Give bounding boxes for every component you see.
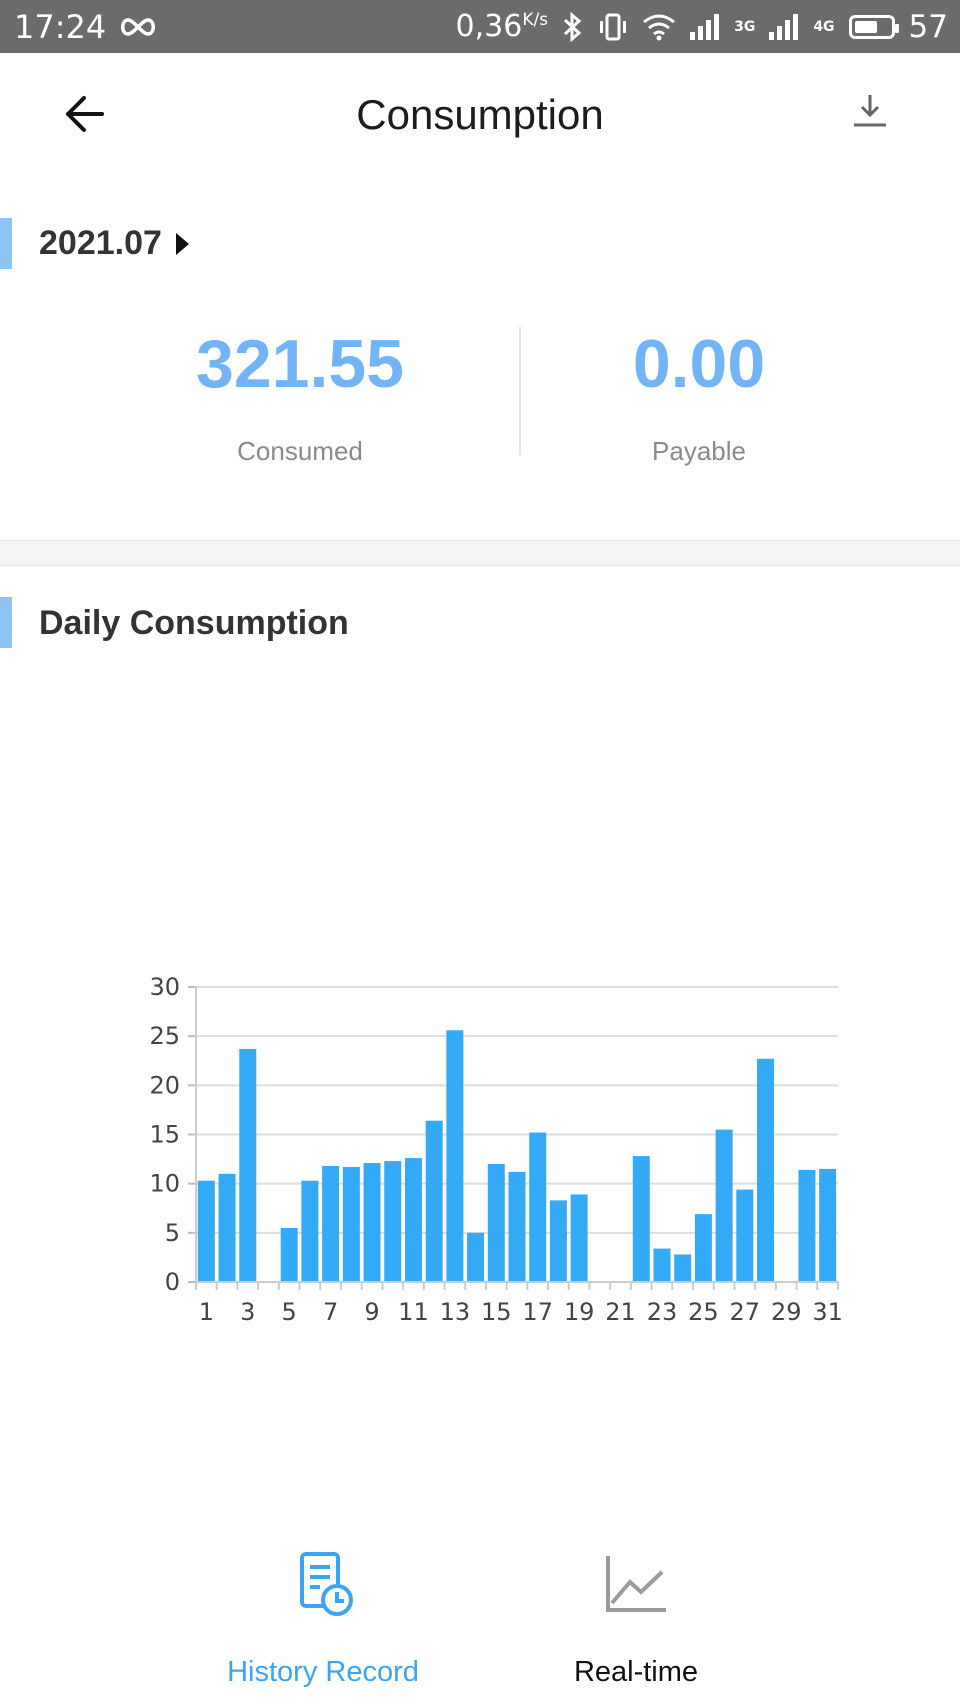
chart-bar	[757, 1058, 775, 1282]
tab-history-record-label: History Record	[227, 1656, 419, 1688]
signal-icon	[690, 13, 720, 40]
section-marker-daily	[0, 597, 12, 648]
chart-bar	[798, 1169, 816, 1282]
x-tick-label: 17	[522, 1298, 553, 1326]
vibrate-icon	[600, 13, 627, 40]
x-tick-label: 13	[440, 1298, 471, 1326]
infinity-icon	[121, 17, 156, 36]
chart-bar	[404, 1158, 422, 1282]
section-marker-month	[0, 218, 12, 269]
month-selector[interactable]: 2021.07	[39, 224, 189, 263]
battery-icon	[848, 14, 899, 39]
chart-bar	[694, 1214, 712, 1282]
x-tick-label: 7	[323, 1298, 338, 1326]
bluetooth-icon	[564, 11, 582, 42]
chart-bar	[322, 1165, 340, 1282]
chart-bar	[508, 1171, 526, 1282]
x-tick-label: 11	[398, 1298, 429, 1326]
app-header: Consumption	[0, 53, 960, 177]
chart-bar	[467, 1232, 485, 1282]
x-tick-label: 27	[730, 1298, 761, 1326]
y-tick-label: 25	[149, 1022, 180, 1050]
chart-bar	[384, 1161, 402, 1282]
chart-bar	[632, 1156, 650, 1282]
section-title: Daily Consumption	[39, 604, 349, 642]
x-tick-label: 25	[688, 1298, 719, 1326]
status-bar: 17:24 0,36K/s 3G 4G 57	[0, 0, 960, 53]
chart-bars	[197, 1030, 837, 1282]
chart-bar	[529, 1132, 547, 1282]
tab-real-time[interactable]: Real-time	[486, 1548, 786, 1689]
chart-bar	[487, 1164, 505, 1282]
history-record-icon	[300, 1552, 353, 1616]
y-tick-label: 30	[149, 973, 180, 1001]
y-tick-label: 20	[149, 1071, 180, 1099]
consumed-label: Consumed	[237, 436, 363, 466]
payable-label: Payable	[652, 436, 746, 466]
download-button[interactable]	[850, 91, 900, 143]
chart-bar	[239, 1048, 257, 1282]
chart-bar	[653, 1248, 671, 1282]
status-time: 17:24	[14, 7, 107, 46]
chart-bar	[218, 1173, 236, 1282]
download-icon	[854, 95, 886, 127]
chart-bar	[342, 1166, 360, 1282]
x-tick-label: 5	[282, 1298, 297, 1326]
x-tick-label: 3	[240, 1298, 255, 1326]
chart-bar	[425, 1120, 443, 1282]
x-tick-label: 29	[771, 1298, 802, 1326]
chart-bar	[715, 1129, 733, 1282]
x-tick-label: 21	[605, 1298, 636, 1326]
month-label: 2021.07	[39, 224, 162, 262]
chart-bar	[819, 1168, 837, 1282]
network-type-3g: 3G	[734, 18, 756, 35]
x-tick-label: 31	[812, 1298, 843, 1326]
chart-bar	[197, 1180, 215, 1282]
section-separator	[0, 540, 960, 566]
chart-bar	[446, 1030, 464, 1282]
x-tick-label: 9	[364, 1298, 379, 1326]
chart-bar	[301, 1180, 319, 1282]
y-tick-label: 5	[165, 1219, 180, 1247]
chart-bar	[674, 1254, 692, 1282]
y-tick-label: 15	[149, 1121, 180, 1149]
x-tick-label: 19	[564, 1298, 595, 1326]
tab-history-record[interactable]: History Record	[173, 1548, 473, 1689]
chart-bar	[570, 1194, 588, 1282]
caret-right-icon	[175, 232, 189, 255]
chart-bar	[280, 1227, 298, 1282]
tab-real-time-label: Real-time	[573, 1656, 699, 1688]
chart-bar	[549, 1200, 567, 1282]
x-tick-label: 23	[647, 1298, 678, 1326]
summary-divider	[519, 327, 521, 455]
consumed-value: 321.55	[196, 326, 404, 402]
x-tick-label: 15	[481, 1298, 512, 1326]
back-button[interactable]	[60, 88, 120, 140]
page-title: Consumption	[356, 91, 604, 138]
network-type-4g: 4G	[813, 18, 835, 35]
y-tick-label: 0	[165, 1268, 180, 1296]
y-tick-label: 10	[149, 1170, 180, 1198]
arrow-left-icon	[66, 96, 104, 132]
wifi-icon	[643, 14, 676, 40]
chart-bar	[736, 1189, 754, 1282]
battery-level: 57	[908, 8, 948, 45]
x-tick-label: 1	[199, 1298, 214, 1326]
chart-bar	[363, 1163, 381, 1282]
signal-icon-2	[769, 13, 799, 40]
payable-value: 0.00	[632, 326, 766, 402]
network-speed: 0,36K/s	[455, 9, 549, 44]
line-chart-icon	[606, 1556, 666, 1612]
